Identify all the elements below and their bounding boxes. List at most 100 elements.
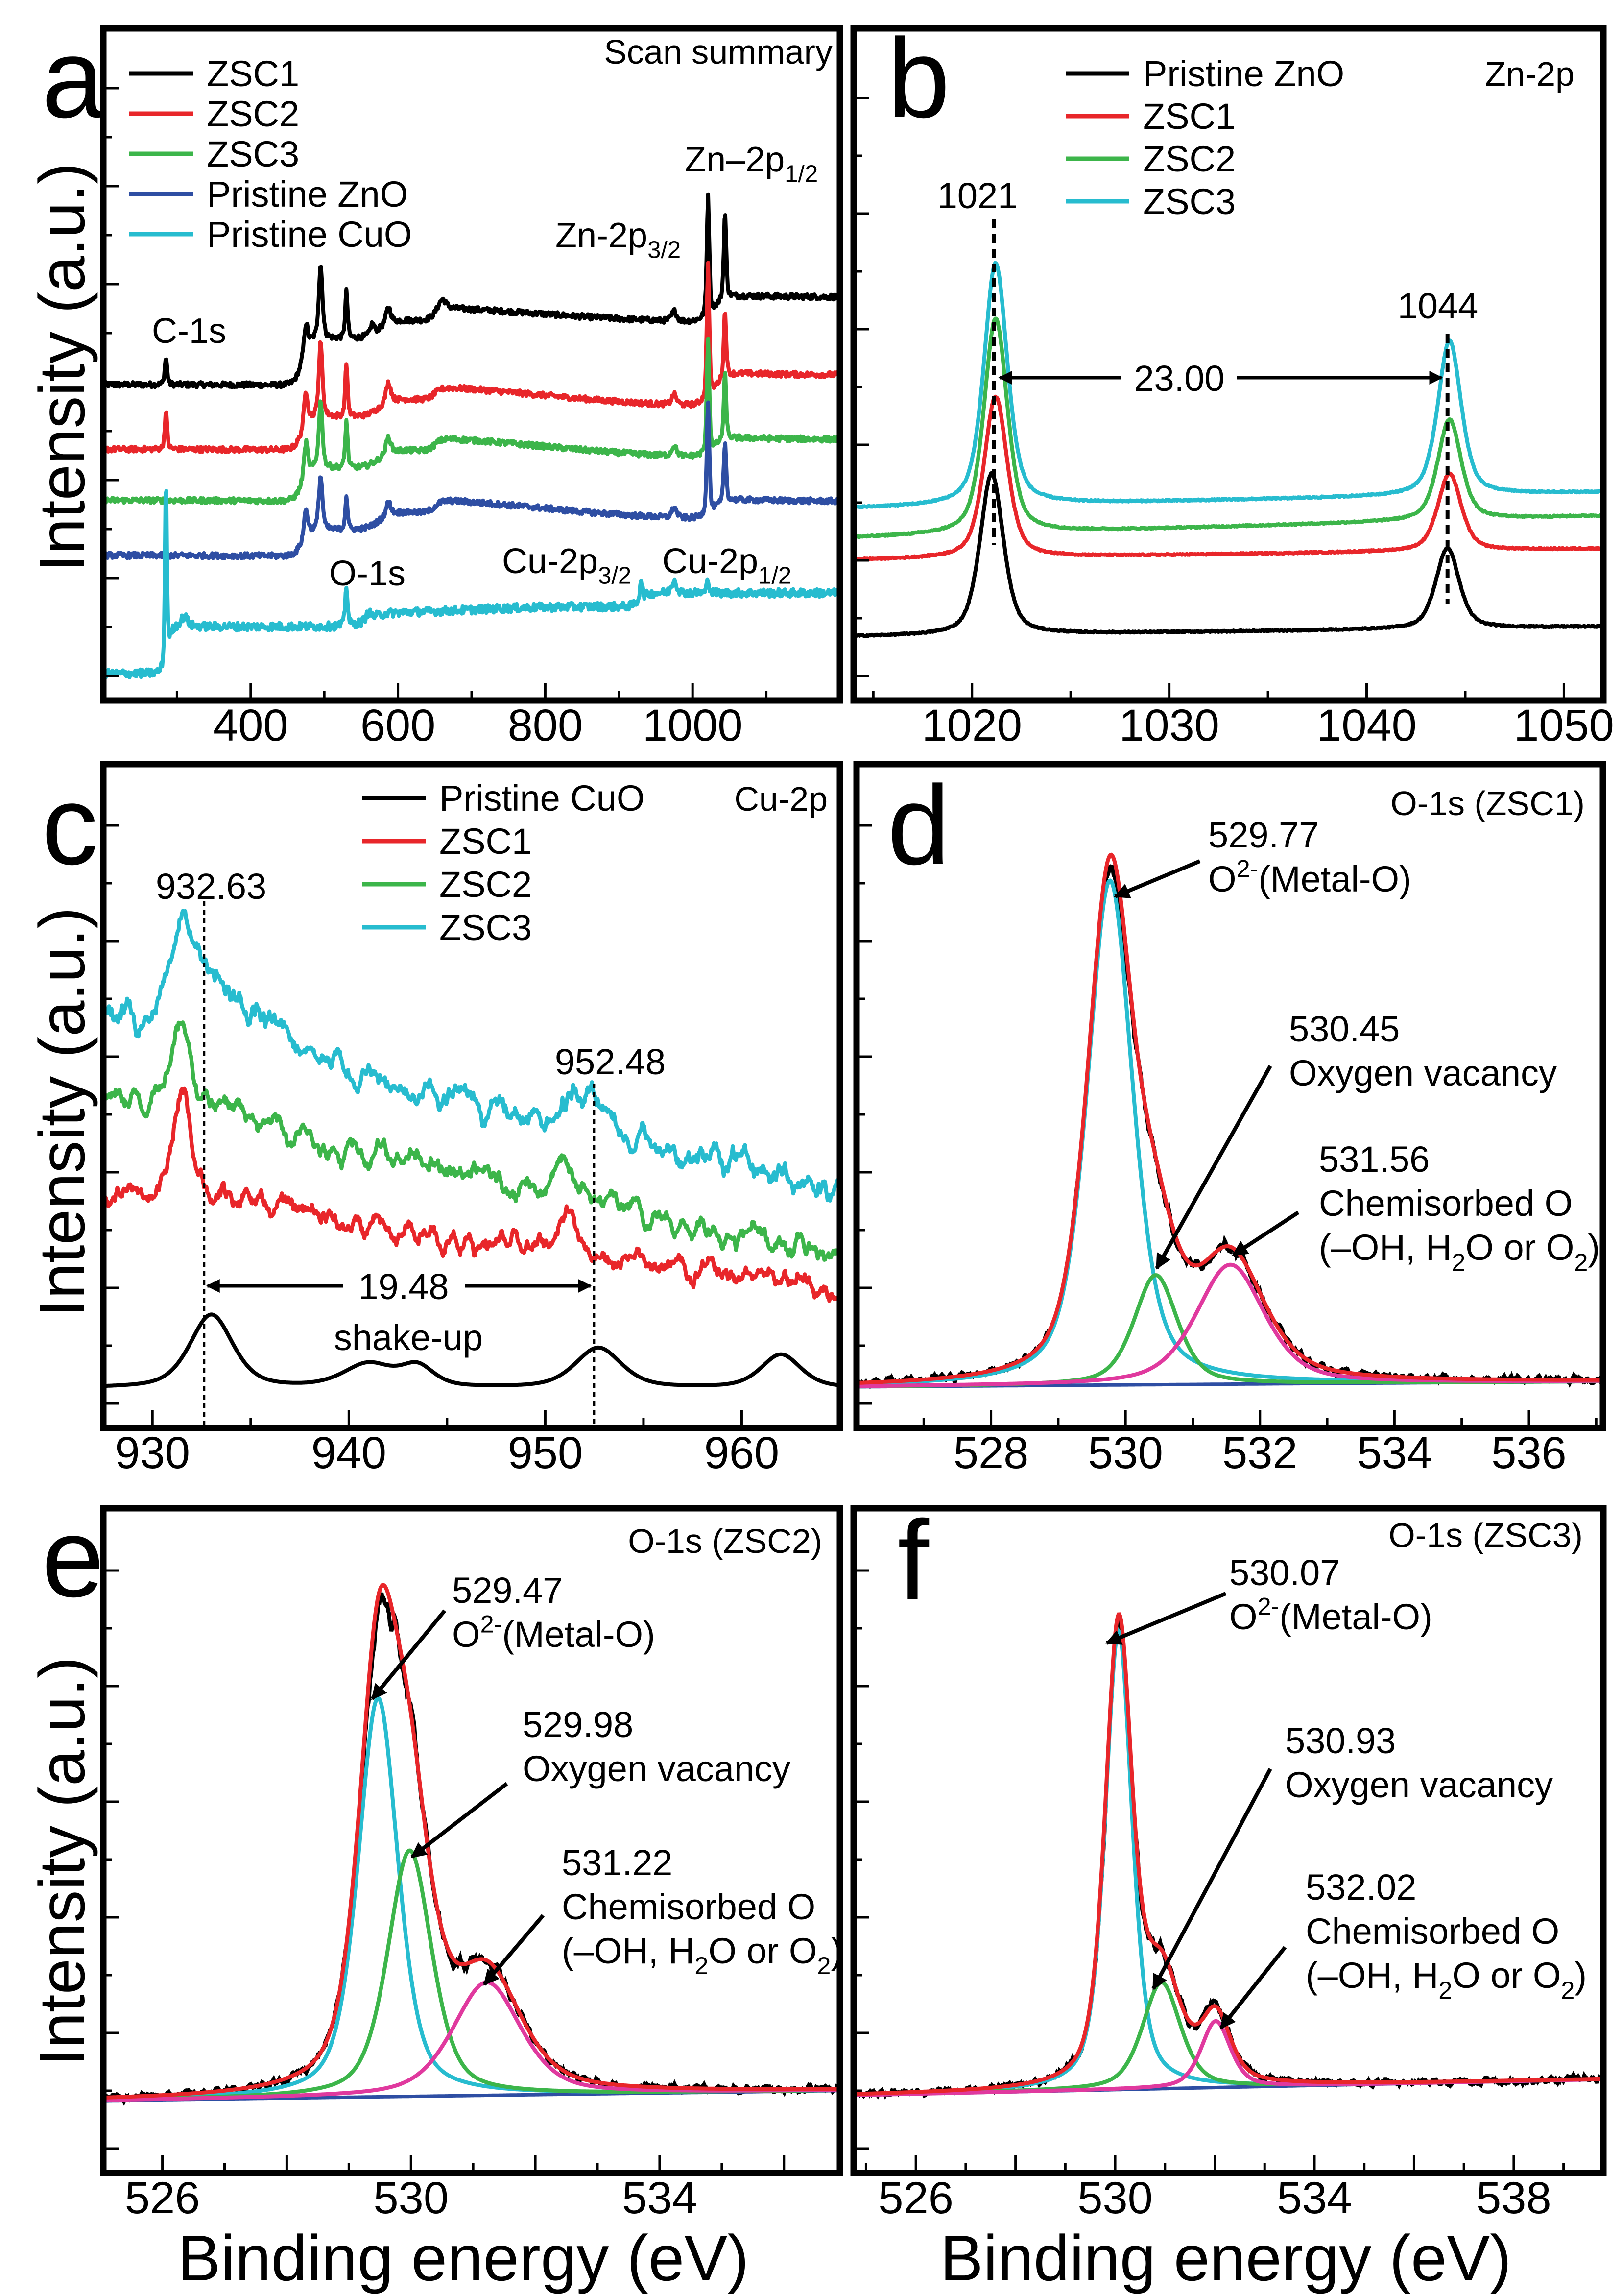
text-segment: 1/2 <box>758 563 791 589</box>
annotation-text: 19.48 <box>358 1266 449 1307</box>
x-tick-label: 950 <box>508 1428 583 1478</box>
text-segment: 932.63 <box>156 866 266 907</box>
legend-label: ZSC2 <box>207 94 299 134</box>
legend-label: Pristine CuO <box>207 214 412 255</box>
annotation-arrow <box>1105 1592 1227 1645</box>
legend-label: ZSC1 <box>1143 96 1236 137</box>
panel-d: 528 530 532 534 536 d O-1s (ZSC1) 529.77O2-(Met… <box>853 761 1606 1478</box>
x-tick-label: 530 <box>374 2173 449 2223</box>
plot-frame <box>100 761 843 1431</box>
text-segment: 2- <box>1237 854 1259 882</box>
panel-title: Scan summary <box>604 33 833 71</box>
plot-area <box>103 192 840 679</box>
series-line-zsc3 <box>103 909 840 1203</box>
text-segment: 529.47 <box>452 1570 563 1611</box>
series-line-pristine-cuo <box>103 489 840 679</box>
panel-f: 526 530 534 538 f O-1s (ZSC3) Binding energy (… <box>850 1497 1607 2294</box>
x-tick-label: 536 <box>1491 1428 1567 1478</box>
y-axis-label: Intensity (a.u.) <box>26 1657 98 2066</box>
x-tick-label: 528 <box>954 1428 1029 1478</box>
text-segment: Chemisorbed O <box>1306 1911 1559 1952</box>
text-segment: (–OH, H <box>1319 1227 1452 1268</box>
text-segment: 529.77 <box>1208 815 1319 855</box>
annotation-text: Cu-2p1/2 <box>662 542 791 589</box>
plot-frame <box>853 761 1606 1431</box>
annotation-text: 530.93 <box>1285 1720 1396 1761</box>
legend-label: Pristine ZnO <box>1143 53 1344 94</box>
panel-title: O-1s (ZSC3) <box>1388 1516 1583 1554</box>
text-segment: 2- <box>480 1610 502 1638</box>
annotation-text: Chemisorbed O <box>1306 1911 1559 1952</box>
series-line-zsc3 <box>103 337 840 506</box>
text-segment: 531.22 <box>562 1842 672 1883</box>
x-tick-label: 1020 <box>922 701 1022 750</box>
text-segment: 530.93 <box>1285 1720 1396 1761</box>
text-segment: (Metal-O) <box>1258 859 1411 899</box>
plot-area <box>854 1612 1603 2100</box>
text-segment: Oxygen vacancy <box>1285 1764 1553 1805</box>
plot-frame <box>100 1505 843 2176</box>
text-segment: 532.02 <box>1306 1867 1416 1908</box>
text-segment: 2 <box>1561 1976 1574 2004</box>
panel-e: 526 530 534 e O-1s (ZSC2) Intensity (a.u.) Bin… <box>26 1495 843 2294</box>
fit-envelope-line <box>857 852 1603 1385</box>
panel-label: c <box>42 762 98 888</box>
annotation-text: Zn-2p3/2 <box>555 216 681 264</box>
x-tick-label: 526 <box>878 2173 954 2223</box>
series-line-zsc2 <box>103 261 840 454</box>
text-segment: 952.48 <box>555 1041 666 1082</box>
x-tick-label: 526 <box>125 2173 200 2223</box>
annotation-text: 530.07 <box>1229 1552 1340 1593</box>
annotation-arrow <box>1114 859 1201 898</box>
x-tick-label: 930 <box>115 1428 191 1478</box>
text-segment: O <box>452 1614 480 1655</box>
annotation-text: (–OH, H2O or O2) <box>1306 1955 1587 2004</box>
annotation-arrow <box>1151 1768 1272 1990</box>
x-tick-label: 600 <box>360 701 436 750</box>
annotation-text: 532.02 <box>1306 1867 1416 1908</box>
text-segment: Oxygen vacancy <box>523 1748 790 1789</box>
legend-label: ZSC2 <box>439 864 532 905</box>
text-segment: 531.56 <box>1319 1139 1430 1180</box>
text-segment: shake-up <box>334 1317 483 1358</box>
text-segment: 530.45 <box>1289 1009 1400 1049</box>
legend-label: ZSC3 <box>1143 181 1236 222</box>
panel-title: O-1s (ZSC1) <box>1390 784 1585 822</box>
legend-label: ZSC1 <box>439 821 532 862</box>
text-segment: Cu-2p <box>662 542 758 581</box>
series-line-zsc2 <box>854 316 1603 539</box>
x-tick-label: 1040 <box>1316 701 1417 750</box>
x-tick-label: 1050 <box>1514 701 1614 750</box>
x-tick-label: 534 <box>622 2173 697 2223</box>
text-segment: Cu-2p <box>502 542 598 581</box>
text-segment: 2 <box>1574 1248 1588 1276</box>
text-segment: 529.98 <box>523 1704 633 1745</box>
annotation-text: Oxygen vacancy <box>523 1748 790 1789</box>
legend-label: ZSC1 <box>207 53 299 94</box>
annotation-text: C-1s <box>152 312 226 351</box>
x-axis-label: Binding energy (eV) <box>940 2222 1512 2294</box>
annotation-text: 1044 <box>1398 286 1479 326</box>
text-segment: Zn–2p <box>685 140 785 179</box>
text-segment: O or O <box>708 1931 817 1971</box>
annotation-text: (–OH, H2O or O2) <box>1319 1227 1600 1276</box>
x-tick-label: 530 <box>1088 1428 1163 1478</box>
text-segment: 23.00 <box>1134 358 1224 399</box>
panel-title: Zn-2p <box>1485 55 1574 93</box>
panel-title: Cu-2p <box>734 780 828 818</box>
text-segment: 1/2 <box>785 161 818 188</box>
legend-label: ZSC3 <box>439 907 532 948</box>
text-segment: C-1s <box>152 312 226 351</box>
panel-label: e <box>42 1495 104 1620</box>
series-line-pristine-cuo <box>103 1312 840 1388</box>
series-line-pristine-zno <box>103 400 840 560</box>
text-segment: O or O <box>1465 1227 1574 1268</box>
annotation-text: Zn–2p1/2 <box>685 140 818 188</box>
panel-label: f <box>898 1497 930 1623</box>
y-axis-label: Intensity (a.u.) <box>26 907 98 1317</box>
y-axis-label: Intensity (a.u.) <box>26 163 98 572</box>
series-line-pristine-zno <box>854 471 1603 638</box>
